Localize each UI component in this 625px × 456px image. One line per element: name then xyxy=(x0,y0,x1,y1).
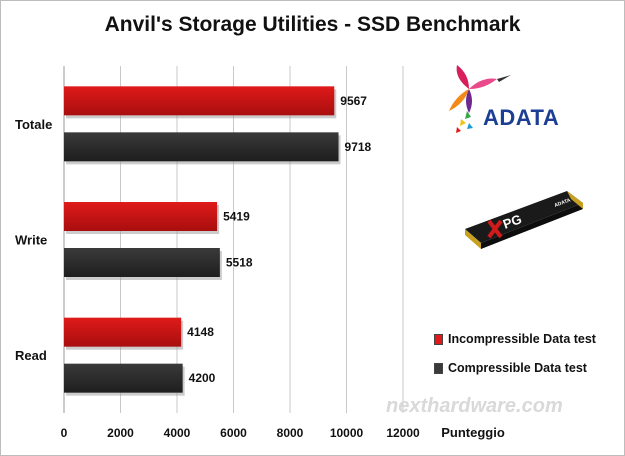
category-label: Read xyxy=(15,348,47,363)
bar-totale-incompressible xyxy=(64,86,335,116)
legend-item-incompressible: Incompressible Data test xyxy=(434,331,596,347)
x-tick-label: 10000 xyxy=(330,426,364,440)
adata-wordmark: ADATA xyxy=(483,105,560,130)
svg-text:PG: PG xyxy=(501,211,524,232)
legend-swatch-red xyxy=(434,333,443,345)
legend-item-compressible: Compressible Data test xyxy=(434,360,596,376)
x-tick-label: 6000 xyxy=(220,426,247,440)
data-label: 4200 xyxy=(189,371,216,385)
x-tick-label: 12000 xyxy=(386,426,420,440)
adata-hummingbird-logo xyxy=(449,65,511,133)
data-label: 5518 xyxy=(226,256,253,270)
legend-label: Compressible Data test xyxy=(448,361,587,375)
data-label: 9718 xyxy=(345,140,372,154)
chart-title: Anvil's Storage Utilities - SSD Benchmar… xyxy=(104,13,521,36)
svg-text:ADATA: ADATA xyxy=(554,197,572,209)
x-tick-label: 0 xyxy=(61,426,68,440)
x-tick-label: 8000 xyxy=(277,426,304,440)
xpg-ssd-image: PG ADATA xyxy=(465,191,583,249)
bar-write-incompressible xyxy=(64,202,218,231)
bar-read-incompressible xyxy=(64,317,182,347)
x-axis-title: Punteggio xyxy=(441,425,505,440)
bar-read-compressible xyxy=(64,363,183,393)
x-tick-label: 4000 xyxy=(164,426,191,440)
data-label: 9567 xyxy=(340,94,367,108)
data-label: 5419 xyxy=(223,210,250,224)
category-label: Write xyxy=(15,233,47,248)
bar-totale-compressible xyxy=(64,132,339,162)
chart-legend: Incompressible Data test Compressible Da… xyxy=(434,331,596,389)
category-label: Totale xyxy=(15,117,52,132)
watermark: nexthardware.com xyxy=(386,395,563,417)
legend-swatch-dark xyxy=(434,362,443,374)
data-label: 4148 xyxy=(187,325,214,339)
legend-label: Incompressible Data test xyxy=(448,332,596,346)
bar-write-compressible xyxy=(64,248,220,277)
x-tick-label: 2000 xyxy=(107,426,134,440)
